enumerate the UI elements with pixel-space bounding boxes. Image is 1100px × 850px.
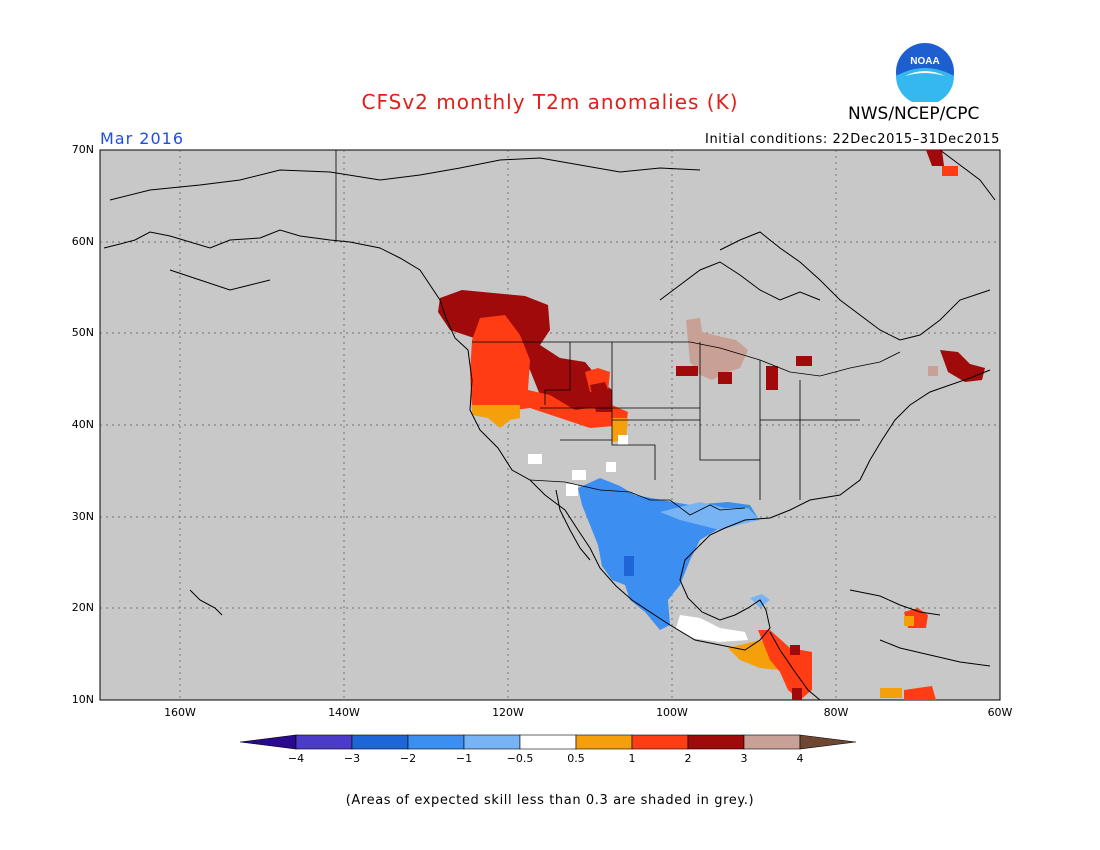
noaa-logo: NOAA	[896, 43, 954, 102]
initial-conditions: Initial conditions: 22Dec2015–31Dec2015	[705, 132, 1000, 147]
colorbar-tick-label: −3	[343, 752, 361, 765]
anomaly-dark-red-patch	[590, 382, 612, 412]
longitude-label: 120W	[492, 706, 524, 719]
colorbar-tick-label: 0.5	[567, 752, 585, 765]
colorbar-low-arrow	[239, 734, 297, 750]
colorbar-swatch	[463, 734, 521, 750]
latitude-label: 50N	[71, 326, 94, 339]
anomaly-white-2	[572, 470, 586, 480]
svg-text:NOAA: NOAA	[910, 56, 939, 67]
longitude-label: 80W	[823, 706, 849, 719]
colorbar-swatch	[575, 734, 633, 750]
anomaly-darkred-gl2	[718, 372, 732, 384]
anomaly-orange-carib	[904, 616, 914, 626]
latitude-label: 30N	[71, 510, 94, 523]
latitude-label: 40N	[71, 418, 94, 431]
coastlines	[103, 149, 996, 701]
colorbar-swatch	[295, 734, 353, 750]
anomaly-regions	[438, 150, 985, 700]
colorbar	[239, 734, 857, 750]
colorbar-swatch	[743, 734, 801, 750]
longitude-label: 60W	[987, 706, 1013, 719]
colorbar-swatch	[631, 734, 689, 750]
colorbar-swatch	[687, 734, 745, 750]
chart-title: CFSv2 monthly T2m anomalies (K)	[361, 90, 739, 114]
anomaly-white-mexico	[676, 615, 748, 642]
anomaly-darkred-ca	[790, 645, 800, 655]
colorbar-tick-label: −4	[287, 752, 305, 765]
anomaly-red-ca-south	[758, 630, 812, 700]
colorbar-tick-label: 4	[796, 752, 804, 765]
organization-label: NWS/NCEP/CPC	[848, 104, 980, 124]
anomaly-brown-ne	[928, 366, 938, 376]
anomaly-darkred-ne	[940, 350, 985, 382]
anomaly-white-1	[528, 454, 542, 464]
latitude-label: 60N	[71, 235, 94, 248]
colorbar-high-arrow	[799, 734, 857, 750]
latitude-label: 10N	[71, 693, 94, 706]
anomaly-darkred-gl1	[676, 366, 698, 376]
anomaly-red-sa	[904, 686, 936, 700]
anomaly-darkblue	[624, 556, 634, 576]
anomaly-white-3	[566, 484, 578, 496]
latitude-label: 70N	[71, 143, 94, 156]
anomaly-orange-sa	[880, 688, 902, 698]
anomaly-darkred-ca2	[792, 688, 802, 700]
latitude-label: 20N	[71, 601, 94, 614]
colorbar-tick-label: −0.5	[506, 752, 534, 765]
anomaly-darkred-gl3	[766, 366, 778, 390]
anomaly-red-nw	[470, 315, 628, 428]
colorbar-swatch	[351, 734, 409, 750]
longitude-label: 100W	[656, 706, 688, 719]
longitude-label: 140W	[328, 706, 360, 719]
anomaly-brown-glakes	[686, 318, 748, 380]
anomaly-white-4	[606, 462, 616, 472]
colorbar-tick-label: 3	[740, 752, 748, 765]
colorbar-tick-label: 1	[628, 752, 636, 765]
anomaly-red-greenland2	[942, 166, 958, 176]
anomaly-lightblue-yuc	[750, 594, 770, 608]
anomaly-orange-ca	[472, 405, 520, 428]
anomaly-red-greenland	[926, 150, 944, 166]
longitude-label: 160W	[164, 706, 196, 719]
anomaly-darkred-gl4	[796, 356, 812, 366]
skill-note: (Areas of expected skill less than 0.3 a…	[345, 793, 755, 808]
colorbar-swatch	[407, 734, 465, 750]
anomaly-white-5	[618, 435, 628, 445]
colorbar-tick-label: 2	[684, 752, 692, 765]
colorbar-swatch	[519, 734, 577, 750]
forecast-period: Mar 2016	[100, 129, 184, 148]
colorbar-tick-label: −2	[399, 752, 417, 765]
colorbar-tick-label: −1	[455, 752, 473, 765]
political-borders	[335, 150, 901, 516]
